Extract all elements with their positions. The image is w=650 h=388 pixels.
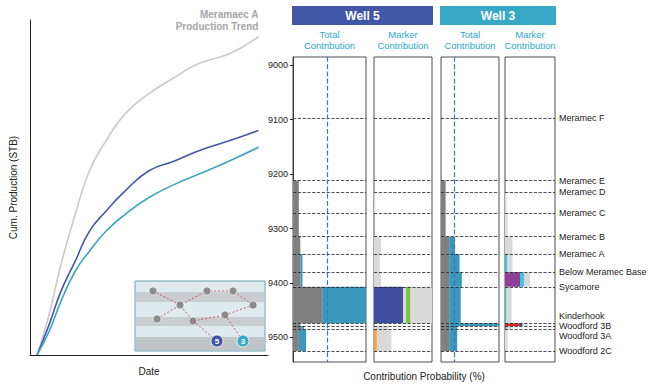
svg-text:Meramec F: Meramec F xyxy=(559,113,605,123)
svg-text:Well 5: Well 5 xyxy=(345,9,380,23)
svg-text:Contribution Probability (%): Contribution Probability (%) xyxy=(363,371,485,382)
svg-text:Marker: Marker xyxy=(515,29,545,40)
svg-text:5: 5 xyxy=(215,337,220,346)
svg-text:Sycamore: Sycamore xyxy=(559,282,600,292)
svg-text:Woodford 3A: Woodford 3A xyxy=(559,331,611,341)
svg-text:Cum. Production (STB): Cum. Production (STB) xyxy=(8,136,19,239)
svg-text:Contribution: Contribution xyxy=(444,40,495,51)
svg-text:9300: 9300 xyxy=(268,224,288,234)
svg-text:Meramec B: Meramec B xyxy=(559,232,605,242)
svg-text:Date: Date xyxy=(138,366,160,377)
svg-text:Meramaec A: Meramaec A xyxy=(200,9,259,20)
svg-text:9500: 9500 xyxy=(268,332,288,342)
svg-text:Production Trend: Production Trend xyxy=(176,21,259,32)
svg-text:Meramec E: Meramec E xyxy=(559,176,605,186)
svg-text:Meramec C: Meramec C xyxy=(559,208,606,218)
svg-text:Meramec D: Meramec D xyxy=(559,187,606,197)
svg-text:Woodford 2C: Woodford 2C xyxy=(559,346,612,356)
svg-text:9000: 9000 xyxy=(268,60,288,70)
svg-text:Woodford 3B: Woodford 3B xyxy=(559,321,611,331)
svg-text:Marker: Marker xyxy=(388,29,418,40)
svg-text:Well 3: Well 3 xyxy=(481,9,516,23)
svg-text:Contribution: Contribution xyxy=(504,40,555,51)
svg-text:Total: Total xyxy=(460,29,480,40)
svg-text:Contribution: Contribution xyxy=(304,40,355,51)
svg-text:3: 3 xyxy=(241,337,246,346)
svg-text:Kinderhook: Kinderhook xyxy=(559,311,605,321)
svg-text:Contribution: Contribution xyxy=(377,40,428,51)
svg-text:Meramec A: Meramec A xyxy=(559,249,605,259)
svg-text:9100: 9100 xyxy=(268,115,288,125)
svg-text:9200: 9200 xyxy=(268,169,288,179)
svg-text:Below Meramec Base: Below Meramec Base xyxy=(559,267,647,277)
svg-text:Total: Total xyxy=(319,29,339,40)
svg-text:9400: 9400 xyxy=(268,278,288,288)
